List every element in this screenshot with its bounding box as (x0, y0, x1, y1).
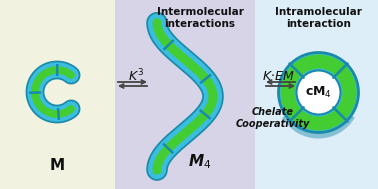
Text: Chelate
Cooperativity: Chelate Cooperativity (236, 107, 310, 129)
FancyBboxPatch shape (0, 0, 115, 189)
Text: Intramolecular
interaction: Intramolecular interaction (275, 7, 362, 29)
FancyBboxPatch shape (255, 0, 378, 189)
Text: $K^3$: $K^3$ (128, 68, 144, 84)
Circle shape (280, 54, 356, 130)
Text: M$_4$: M$_4$ (188, 153, 212, 171)
Text: cM$_4$: cM$_4$ (305, 85, 332, 100)
Text: Intermolecular
interactions: Intermolecular interactions (156, 7, 243, 29)
Circle shape (294, 68, 342, 116)
Text: M: M (50, 159, 65, 174)
Circle shape (296, 70, 341, 115)
Text: $K{\cdot}$EM: $K{\cdot}$EM (262, 70, 294, 83)
Circle shape (279, 53, 358, 132)
FancyBboxPatch shape (115, 0, 255, 189)
Wedge shape (282, 97, 355, 139)
